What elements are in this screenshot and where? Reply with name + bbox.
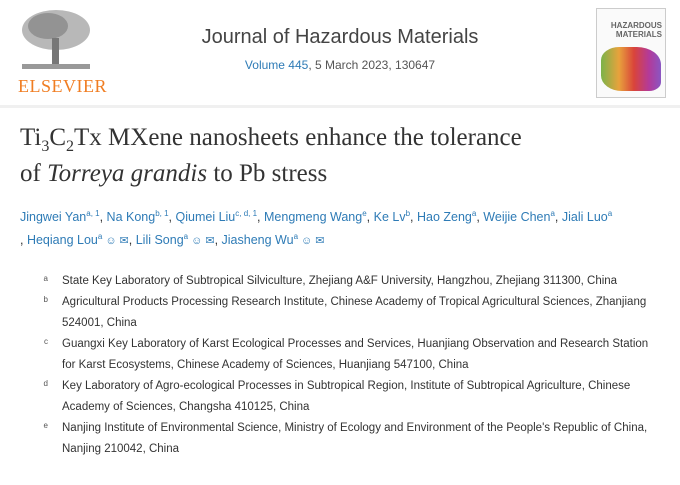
- affiliation-item: c Guangxi Key Laboratory of Karst Ecologi…: [0, 334, 680, 376]
- author-affiliation-sup[interactable]: e: [362, 208, 367, 218]
- person-icon[interactable]: ☺: [191, 235, 203, 247]
- affiliation-item: e Nanjing Institute of Environmental Scie…: [0, 418, 680, 460]
- affiliation-label: d: [43, 379, 48, 388]
- affiliation-text: Nanjing Institute of Environmental Scien…: [62, 422, 648, 455]
- cover-title: HAZARDOUS MATERIALS: [610, 21, 662, 39]
- affiliation-text: Guangxi Key Laboratory of Karst Ecologic…: [62, 338, 649, 371]
- author-list: Jingwei Yana, 1, Na Kongb, 1, Qiumei Liu…: [20, 208, 613, 247]
- author-affiliation-sup[interactable]: b: [405, 208, 411, 218]
- affiliation-item: a State Key Laboratory of Subtropical Sil…: [0, 271, 680, 292]
- author-affiliation-sup[interactable]: a: [183, 231, 189, 241]
- author-link[interactable]: Jiali Luo: [561, 210, 608, 224]
- affiliation-label: b: [43, 295, 48, 304]
- affiliation-label: a: [43, 274, 48, 283]
- publisher-name: ELSEVIER: [18, 76, 107, 96]
- affiliations: a State Key Laboratory of Subtropical Sil…: [0, 271, 680, 464]
- affiliation-text: State Key Laboratory of Subtropical Silv…: [62, 275, 618, 287]
- author-link[interactable]: Jingwei Yan: [20, 210, 87, 224]
- affiliation-label: e: [43, 421, 48, 430]
- author-link[interactable]: Na Kong: [106, 210, 156, 224]
- author-affiliation-sup[interactable]: a: [293, 231, 299, 241]
- affiliation-text: Agricultural Products Processing Researc…: [62, 296, 647, 329]
- author-affiliation-sup[interactable]: c, d, 1: [235, 208, 258, 218]
- author-link[interactable]: Jiasheng Wu: [221, 233, 294, 247]
- affiliation-label: c: [44, 337, 48, 346]
- author-link[interactable]: Ke Lv: [373, 210, 406, 224]
- journal-title[interactable]: Journal of Hazardous Materials: [201, 26, 479, 48]
- journal-cover[interactable]: HAZARDOUS MATERIALS: [596, 8, 666, 98]
- author-affiliation-sup[interactable]: a: [471, 208, 477, 218]
- author-affiliation-sup[interactable]: a: [97, 231, 103, 241]
- person-icon[interactable]: ☺: [301, 235, 313, 247]
- issue-info: , 5 March 2023, 130647: [308, 58, 436, 72]
- author-link[interactable]: Mengmeng Wang: [264, 210, 363, 224]
- author-affiliation-sup[interactable]: a: [607, 208, 613, 218]
- affiliation-item: d Key Laboratory of Agro-ecological Proce…: [0, 376, 680, 418]
- person-icon[interactable]: ☺: [105, 235, 117, 247]
- elsevier-tree-icon: [22, 10, 90, 69]
- cover-image: [601, 47, 661, 91]
- email-icon[interactable]: ✉: [315, 235, 325, 247]
- article-title: Ti3C2Tx MXene nanosheets enhance the tol…: [20, 124, 522, 187]
- journal-issue: Volume 445, 5 March 2023, 130647: [110, 58, 570, 72]
- author-link[interactable]: Qiumei Liu: [175, 210, 236, 224]
- author-affiliation-sup[interactable]: a, 1: [86, 208, 100, 218]
- author-link[interactable]: Lili Song: [135, 233, 184, 247]
- elsevier-logo[interactable]: ELSEVIER: [18, 8, 107, 97]
- author-link[interactable]: Hao Zeng: [416, 210, 472, 224]
- author-affiliation-sup[interactable]: a: [550, 208, 555, 218]
- volume-link[interactable]: Volume 445: [244, 58, 309, 72]
- author-link[interactable]: Weijie Chen: [483, 210, 551, 224]
- journal-header: ELSEVIER Journal of Hazardous Materials …: [0, 0, 680, 108]
- author-link[interactable]: Heqiang Lou: [26, 233, 98, 247]
- affiliation-item: b Agricultural Products Processing Resear…: [0, 292, 680, 334]
- author-affiliation-sup[interactable]: b, 1: [155, 208, 169, 218]
- email-icon[interactable]: ✉: [119, 235, 129, 247]
- affiliation-text: Key Laboratory of Agro-ecological Proces…: [62, 380, 631, 413]
- email-icon[interactable]: ✉: [205, 235, 215, 247]
